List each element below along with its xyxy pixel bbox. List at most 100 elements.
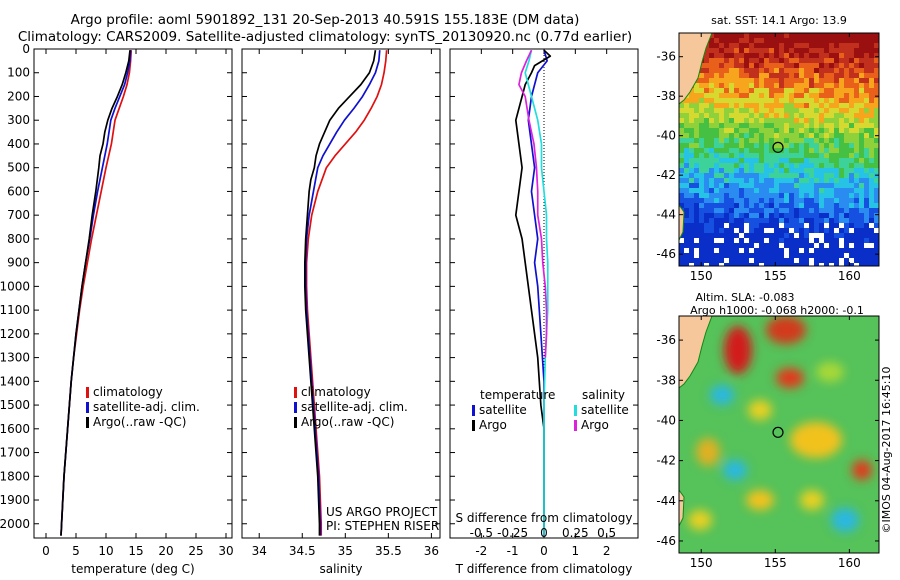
sst-cell — [684, 243, 689, 248]
sst-cell — [854, 158, 859, 163]
sst-cell — [869, 83, 874, 88]
sst-cell — [804, 38, 809, 43]
sst-cell — [854, 63, 859, 68]
sla-map-frame — [678, 315, 880, 554]
sst-cell — [709, 93, 714, 98]
difference-series-line — [518, 49, 548, 358]
sst-cell — [844, 208, 849, 213]
sst-cell — [769, 88, 774, 93]
sst-cell — [759, 198, 764, 203]
sla-map-title-line2: Argo h1000: -0.068 h2000: -0.1 — [690, 304, 864, 317]
sst-cell — [744, 263, 749, 266]
sst-cell — [684, 133, 689, 138]
difference-x-tick-label: 0 — [540, 544, 548, 558]
sst-cell — [794, 128, 799, 133]
sst-cell — [704, 118, 709, 123]
sst-cell — [824, 198, 829, 203]
sst-cell — [714, 68, 719, 73]
sst-cell — [859, 158, 864, 163]
sst-cell — [684, 218, 689, 223]
sst-cell — [789, 118, 794, 123]
sst-cell — [704, 188, 709, 193]
sst-cell — [684, 198, 689, 203]
sst-cell — [739, 248, 744, 253]
sst-cell — [794, 228, 799, 233]
sst-cell — [764, 173, 769, 178]
sst-cell — [754, 143, 759, 148]
sst-cell — [779, 188, 784, 193]
sst-cell — [769, 53, 774, 58]
sst-cell — [754, 93, 759, 98]
sst-cell — [774, 208, 779, 213]
sst-cell — [854, 213, 859, 218]
sst-cell — [869, 58, 874, 63]
temperature-legend-swatch — [86, 417, 89, 428]
sst-cell — [794, 138, 799, 143]
sst-cell — [849, 128, 854, 133]
sst-cell — [764, 48, 769, 53]
sst-cell — [679, 238, 684, 243]
sst-cell — [719, 38, 724, 43]
sst-cell — [699, 238, 704, 243]
sst-cell — [704, 128, 709, 133]
sst-cell — [744, 148, 749, 153]
sst-cell — [699, 183, 704, 188]
sst-cell — [809, 38, 814, 43]
sst-cell — [809, 128, 814, 133]
sst-cell — [814, 118, 819, 123]
sst-cell — [739, 133, 744, 138]
sst-cell — [859, 233, 864, 238]
sst-cell — [764, 133, 769, 138]
sst-cell — [804, 213, 809, 218]
sst-cell — [849, 63, 854, 68]
sst-cell — [764, 43, 769, 48]
sst-cell — [859, 178, 864, 183]
sst-cell — [824, 128, 829, 133]
sst-cell — [819, 98, 824, 103]
sst-cell — [689, 123, 694, 128]
sst-cell — [874, 138, 879, 143]
sst-cell — [829, 168, 834, 173]
sst-cell — [769, 93, 774, 98]
sst-cell — [844, 113, 849, 118]
sst-cell — [839, 113, 844, 118]
sst-cell — [854, 53, 859, 58]
sst-cell — [744, 228, 749, 233]
sst-cell — [709, 118, 714, 123]
sst-cell — [769, 203, 774, 208]
sst-cell — [824, 53, 829, 58]
sst-cell — [814, 218, 819, 223]
sst-cell — [809, 243, 814, 248]
sst-cell — [799, 73, 804, 78]
sst-cell — [754, 178, 759, 183]
sst-cell — [844, 133, 849, 138]
sst-cell — [764, 158, 769, 163]
sst-cell — [689, 208, 694, 213]
sst-cell — [789, 168, 794, 173]
sst-cell — [799, 153, 804, 158]
sst-cell — [804, 93, 809, 98]
sst-cell — [744, 233, 749, 238]
sst-cell — [719, 208, 724, 213]
sst-cell — [749, 138, 754, 143]
sst-cell — [774, 103, 779, 108]
sst-cell — [844, 188, 849, 193]
sst-cell — [759, 48, 764, 53]
sst-cell — [804, 208, 809, 213]
sst-cell — [699, 178, 704, 183]
sst-cell — [779, 198, 784, 203]
sst-cell — [759, 68, 764, 73]
sst-cell — [824, 168, 829, 173]
sst-cell — [779, 113, 784, 118]
sst-cell — [759, 253, 764, 258]
sst-cell — [834, 88, 839, 93]
sst-cell — [819, 83, 824, 88]
sst-cell — [769, 83, 774, 88]
sst-cell — [754, 173, 759, 178]
sst-cell — [844, 263, 849, 266]
sst-cell — [844, 198, 849, 203]
sst-cell — [874, 148, 879, 153]
sst-cell — [739, 168, 744, 173]
sst-cell — [684, 153, 689, 158]
sst-cell — [764, 113, 769, 118]
